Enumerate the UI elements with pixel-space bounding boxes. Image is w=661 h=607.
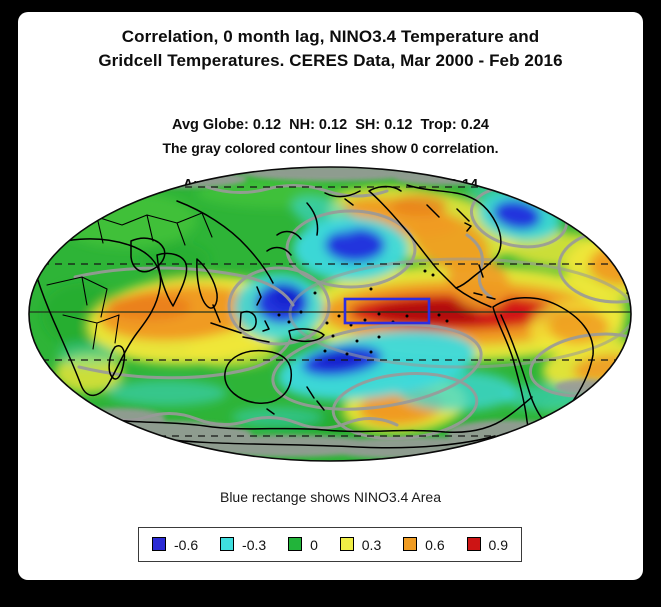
title-line-1: Correlation, 0 month lag, NINO3.4 Temper… [121,27,540,46]
legend-label: -0.3 [242,536,267,553]
color-legend: -0.6 -0.3 0 0.3 0.6 0.9 [138,527,522,562]
legend-item: 0.9 [466,536,508,553]
legend-label: 0 [310,536,318,553]
graticule [29,186,631,437]
zero-contour-note: The gray colored contour lines show 0 co… [162,140,499,156]
legend-swatch-cyan-icon [220,537,235,551]
zero-contour-lines [73,184,631,440]
figure-title: Correlation, 0 month lag, NINO3.4 Temper… [18,25,643,73]
legend-item: 0 [288,537,318,553]
legend-item: 0.3 [339,536,382,553]
legend-swatch-yellow-icon [339,537,354,551]
nino-area-caption: Blue rectange shows NINO3.4 Area [219,489,441,505]
legend-item: 0.6 [403,536,445,553]
island-specks [277,269,449,356]
legend-item: -0.3 [220,537,266,553]
legend-swatch-orange-icon [403,537,418,551]
stats-line-1: Avg Globe: 0.12 NH: 0.12 SH: 0.12 Trop: … [172,117,489,133]
legend-label: -0.6 [174,536,199,553]
legend-swatch-green-icon [288,537,303,551]
title-line-2: Gridcell Temperatures. CERES Data, Mar 2… [98,51,563,70]
figure-card: Correlation, 0 month lag, NINO3.4 Temper… [18,12,643,580]
nino34-rectangle [343,297,431,325]
coastlines [30,176,631,449]
globe-outline [28,166,632,462]
legend-label: 0.9 [488,536,508,553]
legend-swatch-red-icon [466,537,481,551]
legend-item: -0.6 [152,537,198,553]
world-correlation-map [27,165,633,463]
correlation-map-svg [28,166,632,462]
legend-label: 0.3 [361,536,382,553]
legend-swatch-blue-icon [152,537,166,551]
legend-label: 0.6 [425,536,445,553]
